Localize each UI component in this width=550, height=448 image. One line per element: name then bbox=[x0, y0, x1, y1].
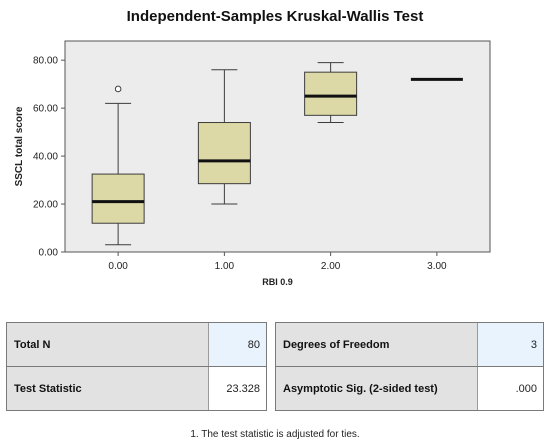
footnote: 1. The test statistic is adjusted for ti… bbox=[190, 429, 360, 440]
test-statistic-label: Test Statistic bbox=[7, 367, 208, 410]
degrees-of-freedom-value: 3 bbox=[478, 323, 543, 366]
y-tick-label: 0.00 bbox=[39, 248, 59, 259]
asymptotic-sig-value: .000 bbox=[478, 367, 543, 410]
stats-table-right: Degrees of Freedom 3 Asymptotic Sig. (2-… bbox=[275, 322, 544, 411]
iqr-box bbox=[91, 173, 145, 224]
degrees-of-freedom-label: Degrees of Freedom bbox=[276, 323, 477, 366]
iqr-box bbox=[304, 71, 358, 116]
x-tick-label: 0.00 bbox=[108, 261, 128, 272]
test-statistic-value: 23.328 bbox=[209, 367, 266, 410]
x-axis-label: RBI 0.9 bbox=[262, 277, 293, 287]
box-group-0.00 bbox=[91, 85, 145, 246]
boxplot-chart: 0.00 20.00 40.00 60.00 80.00 0.00 1.00 2.00 3.0… bbox=[14, 40, 491, 287]
y-tick-label: 80.00 bbox=[33, 56, 58, 67]
y-tick-label: 20.00 bbox=[33, 200, 58, 211]
x-tick-label: 2.00 bbox=[321, 261, 341, 272]
y-tick-label: 60.00 bbox=[33, 104, 58, 115]
stats-table-left: Total N 80 Test Statistic 23.328 bbox=[6, 322, 267, 411]
x-tick-label: 3.00 bbox=[427, 261, 447, 272]
box-group-2.00 bbox=[304, 62, 358, 124]
asymptotic-sig-label: Asymptotic Sig. (2-sided test) bbox=[276, 367, 477, 410]
outlier-point bbox=[114, 85, 122, 93]
box-group-1.00 bbox=[197, 69, 251, 205]
total-n-value: 80 bbox=[209, 323, 266, 366]
y-tick-label: 40.00 bbox=[33, 152, 58, 163]
y-axis-label: SSCL total score bbox=[14, 106, 25, 186]
iqr-box bbox=[197, 122, 251, 185]
chart-title: Independent-Samples Kruskal-Wallis Test bbox=[126, 8, 424, 25]
x-tick-label: 1.00 bbox=[215, 261, 235, 272]
total-n-label: Total N bbox=[7, 323, 208, 366]
